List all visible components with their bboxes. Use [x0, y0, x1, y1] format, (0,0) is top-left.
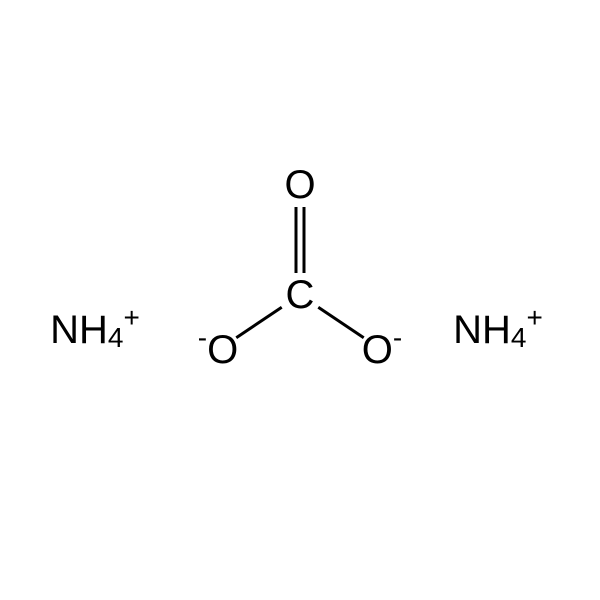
atom-nh4_right: NH4+ — [453, 302, 543, 353]
bond-single — [236, 307, 281, 337]
atom-o_right: O- — [362, 322, 402, 372]
bond-single — [318, 307, 363, 337]
atom-nh4_left: NH4+ — [50, 302, 140, 353]
atom-o_left: -O — [198, 322, 238, 372]
molecule-diagram: C O -O O- NH4+ NH4+ — [0, 0, 600, 600]
atom-o_top: O — [284, 163, 315, 207]
atom-c: C — [286, 273, 315, 317]
